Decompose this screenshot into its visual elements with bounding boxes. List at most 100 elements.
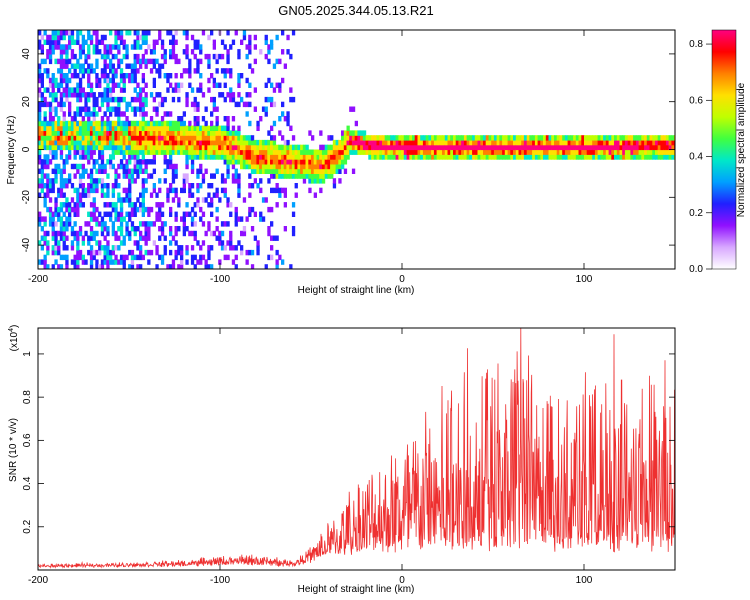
spectrogram-cell — [264, 82, 268, 88]
spectrogram-cell — [594, 139, 599, 146]
spectrogram-cell — [190, 101, 195, 108]
spectrogram-cell — [139, 192, 143, 198]
spectrogram-cell — [133, 159, 137, 165]
spectrogram-cell — [70, 130, 75, 136]
spectrogram-cell — [125, 44, 129, 50]
spectrogram-cell — [130, 125, 135, 131]
spectrogram-cell — [122, 254, 126, 261]
spectrogram-cell — [368, 144, 372, 151]
spectrogram-cell — [291, 144, 296, 151]
spectrogram-cell — [313, 154, 317, 160]
spectrogram-cell — [286, 120, 290, 127]
spectrogram-cell — [171, 87, 176, 93]
spectrogram-cell — [136, 144, 140, 151]
spectrogram-cell — [559, 144, 563, 151]
spectrogram-cell — [212, 101, 216, 108]
spectrogram-cell — [444, 135, 449, 141]
spectrogram-cell — [231, 96, 236, 103]
spectrogram-cell — [65, 58, 69, 65]
spectrogram-cell — [114, 216, 118, 222]
spectrogram-cell — [193, 39, 197, 45]
spectrogram-cell — [548, 139, 552, 146]
spectrogram-cell — [111, 206, 115, 213]
spectrogram-cell — [111, 125, 115, 131]
spectrogram-cell — [226, 58, 230, 65]
spectrogram-cell — [117, 144, 121, 151]
spectrogram-cell — [635, 154, 640, 160]
spectrogram-cell — [193, 264, 197, 269]
spectrogram-cell — [523, 144, 528, 151]
spectrogram-cell — [559, 149, 563, 155]
spectrogram-cell — [278, 144, 282, 151]
spectrogram-cell — [43, 130, 47, 136]
spectrogram-cell — [46, 130, 50, 136]
spectrogram-cell — [259, 144, 263, 151]
spectrogram-cell — [190, 230, 195, 237]
spectrogram-cell — [207, 34, 211, 41]
spectrogram-cell — [89, 254, 94, 261]
spectrogram-cell — [152, 58, 156, 65]
spectrogram-cell — [117, 63, 121, 69]
spectrogram-cell — [70, 73, 75, 79]
spectrogram-cell — [65, 135, 69, 141]
spectrogram-cell — [398, 154, 402, 160]
spectrogram-cell — [46, 192, 50, 198]
spectrogram-cell — [70, 92, 75, 98]
spectrogram-cell — [73, 264, 77, 269]
spectrogram-cell — [212, 106, 216, 112]
spectrogram-cell — [256, 139, 260, 146]
spectrogram-cell — [532, 149, 536, 155]
spectrogram-cell — [532, 144, 536, 151]
spectrogram-cell — [188, 135, 192, 141]
spectrogram-cell — [152, 149, 156, 155]
spectrogram-cell — [92, 68, 96, 74]
spectrogram-cell — [477, 135, 481, 141]
spectrogram-cell — [171, 187, 176, 194]
spectrogram-cell — [406, 154, 410, 160]
spectrogram-cell — [95, 249, 99, 256]
spectrogram-cell — [92, 187, 96, 194]
spectrogram-cell — [51, 216, 55, 222]
spectrogram-cell — [188, 68, 192, 74]
spectrogram-cell — [297, 149, 301, 155]
spectrogram-cell — [248, 206, 252, 213]
spectrogram-cell — [540, 139, 544, 146]
spectrogram-cell — [92, 30, 96, 36]
spectrogram-cell — [68, 77, 72, 84]
spectrogram-cell — [128, 230, 132, 237]
spectrogram-cell — [196, 63, 200, 69]
spectrogram-cell — [73, 154, 77, 160]
spectrogram-cell — [76, 192, 80, 198]
spectrogram-cell — [139, 135, 143, 141]
spectrogram-cell — [390, 149, 394, 155]
spectrogram-cell — [513, 135, 517, 141]
spectrogram-cell — [155, 58, 159, 65]
spectrogram-cell — [103, 192, 107, 198]
spectrogram-cell — [38, 168, 42, 174]
spectrogram-cell — [291, 96, 296, 103]
spectrogram-cell — [638, 135, 642, 141]
spectrogram-cell — [78, 149, 83, 155]
spectrogram-cell — [204, 197, 208, 203]
spectrogram-cell — [73, 173, 77, 179]
spectrogram-cell — [496, 149, 500, 155]
spectrogram-cell — [92, 125, 96, 131]
spectrogram-cell — [215, 226, 219, 232]
spectrogram-cell — [111, 149, 115, 155]
spectrogram-cell — [562, 135, 566, 141]
spectrogram-cell — [185, 178, 189, 184]
spectrogram-cell — [447, 135, 451, 141]
spectrogram-cell — [54, 92, 58, 98]
spectrogram-cell — [43, 111, 47, 117]
spectrogram-cell — [275, 163, 279, 170]
spectrogram-cell — [133, 120, 137, 127]
spectrogram-cell — [600, 154, 604, 160]
spectrogram-cell — [128, 211, 132, 217]
spectrogram-cell — [87, 53, 91, 60]
spectrogram-cell — [207, 202, 211, 208]
spectrogram-cell — [417, 139, 421, 146]
spectrogram-cell — [193, 135, 197, 141]
spectrogram-cell — [73, 139, 77, 146]
spectrogram-cell — [548, 144, 552, 151]
spectrogram-cell — [92, 235, 96, 241]
